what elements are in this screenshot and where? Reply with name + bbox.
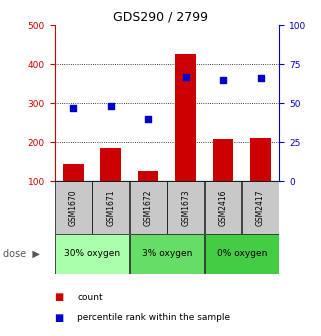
Bar — [130, 234, 204, 274]
Text: 0% oxygen: 0% oxygen — [217, 249, 267, 258]
Text: GSM1671: GSM1671 — [106, 189, 115, 226]
Bar — [205, 181, 241, 234]
Bar — [55, 181, 92, 234]
Point — [258, 76, 263, 81]
Text: 3% oxygen: 3% oxygen — [142, 249, 192, 258]
Point — [146, 116, 151, 122]
Point — [183, 74, 188, 79]
Text: GSM2417: GSM2417 — [256, 189, 265, 226]
Text: 30% oxygen: 30% oxygen — [64, 249, 120, 258]
Bar — [175, 54, 196, 181]
Bar — [130, 181, 167, 234]
Point — [108, 104, 113, 109]
Text: GSM1670: GSM1670 — [69, 189, 78, 226]
Text: percentile rank within the sample: percentile rank within the sample — [77, 313, 230, 322]
Text: GSM1673: GSM1673 — [181, 189, 190, 226]
Bar — [242, 181, 279, 234]
Bar — [138, 170, 159, 181]
Bar — [167, 181, 204, 234]
Text: GSM2416: GSM2416 — [219, 189, 228, 226]
Bar — [63, 164, 83, 181]
Bar — [100, 148, 121, 181]
Bar — [205, 234, 279, 274]
Text: ■: ■ — [55, 292, 64, 302]
Bar — [92, 181, 129, 234]
Point — [71, 105, 76, 111]
Text: GSM1672: GSM1672 — [144, 189, 153, 226]
Point — [221, 77, 226, 83]
Bar — [250, 138, 271, 181]
Text: GDS290 / 2799: GDS290 / 2799 — [113, 10, 208, 23]
Text: dose  ▶: dose ▶ — [3, 249, 40, 259]
Bar — [55, 234, 129, 274]
Text: ■: ■ — [55, 312, 64, 323]
Text: count: count — [77, 293, 103, 302]
Bar — [213, 139, 233, 181]
